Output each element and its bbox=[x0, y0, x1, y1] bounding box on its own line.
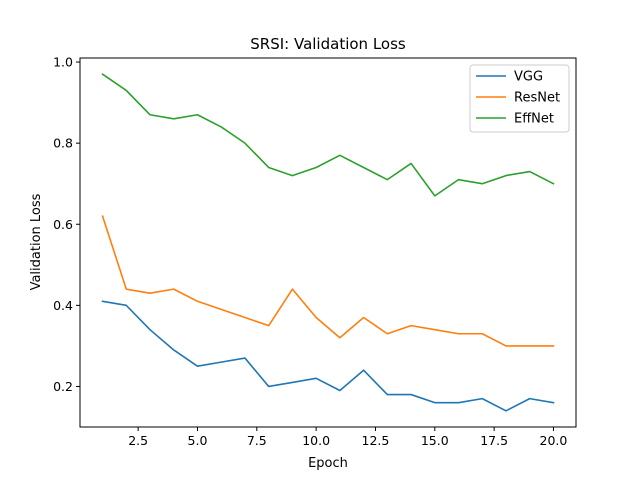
y-tick-label: 0.4 bbox=[53, 298, 73, 313]
x-tick-label: 10.0 bbox=[302, 433, 330, 448]
legend-label-effnet: EffNet bbox=[514, 112, 554, 127]
plot-area-frame bbox=[79, 57, 577, 428]
x-axis-ticks: 2.5 5.0 7.5 10.0 12.5 15.0 17.5 20.0 bbox=[128, 427, 567, 448]
series-line-effnet bbox=[101, 73, 555, 197]
x-tick-label: 2.5 bbox=[128, 433, 148, 448]
series-layer bbox=[101, 73, 555, 412]
legend-entries: VGG ResNet EffNet bbox=[476, 70, 560, 127]
x-tick-label: 5.0 bbox=[188, 433, 208, 448]
x-tick-label: 7.5 bbox=[247, 433, 267, 448]
legend-label-vgg: VGG bbox=[514, 70, 543, 85]
y-tick-label: 0.2 bbox=[53, 379, 73, 394]
x-tick-label: 20.0 bbox=[540, 433, 568, 448]
x-tick-label: 17.5 bbox=[480, 433, 508, 448]
x-tick-label: 12.5 bbox=[362, 433, 390, 448]
legend-label-resnet: ResNet bbox=[514, 91, 560, 106]
x-axis-label: Epoch bbox=[308, 456, 348, 471]
y-tick-label: 0.6 bbox=[53, 217, 73, 232]
legend: VGG ResNet EffNet bbox=[469, 64, 570, 133]
series-line-resnet bbox=[101, 215, 555, 347]
chart-title: SRSI: Validation Loss bbox=[250, 35, 406, 53]
y-tick-label: 0.8 bbox=[53, 136, 73, 151]
y-axis-label: Validation Loss bbox=[29, 193, 44, 290]
series-line-vgg bbox=[101, 300, 555, 412]
legend-box bbox=[469, 64, 570, 133]
y-tick-label: 1.0 bbox=[53, 55, 73, 70]
y-axis-ticks: 0.2 0.4 0.6 0.8 1.0 bbox=[53, 55, 80, 394]
x-tick-label: 15.0 bbox=[421, 433, 449, 448]
